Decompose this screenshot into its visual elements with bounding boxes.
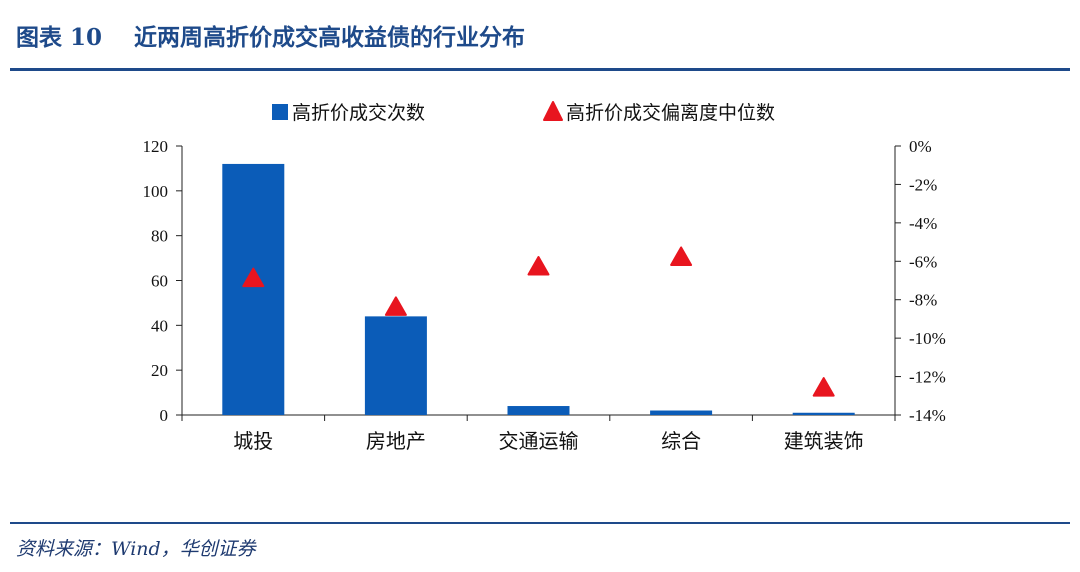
marker-point [384,296,407,316]
marker-point [242,267,265,288]
source-note: 资料来源：Wind，华创证券 [16,538,256,560]
legend-bar-label: 高折价成交次数 [292,102,425,124]
chart: 0 20 40 60 80 100 120 0% -2% -4% -6% -8% -10% -12% -14… [143,101,946,453]
right-tick-label: -8% [909,291,937,310]
legend-bar-swatch [272,104,288,120]
left-tick-label: 80 [151,227,168,246]
category-label: 城投 [233,429,273,453]
bar [364,316,427,415]
source-rule [10,522,1070,524]
category-label: 交通运输 [499,429,579,453]
category-label: 综合 [661,429,701,453]
right-tick-label: -12% [909,368,946,387]
category-label: 建筑装饰 [784,429,864,453]
marker-point [812,377,835,397]
bar [650,410,713,415]
right-tick-label: -2% [909,175,937,194]
bar [222,163,285,415]
right-tick-label: -4% [909,214,937,233]
marker-point [670,246,693,266]
bar [792,412,855,415]
category-label: 房地产 [366,429,426,453]
left-tick-label: 0 [160,406,169,425]
left-tick-label: 100 [143,182,169,201]
left-tick-label: 40 [151,316,168,335]
legend-marker-label: 高折价成交偏离度中位数 [566,102,775,124]
marker-point [527,256,550,276]
right-tick-label: -6% [909,252,937,271]
right-tick-label: 0% [909,137,932,156]
right-tick-label: -10% [909,329,946,348]
figure-title: 图表 10 近两周高折价成交高收益债的行业分布 [16,24,526,51]
left-tick-label: 120 [143,137,169,156]
right-tick-label: -14% [909,406,946,425]
left-tick-label: 60 [151,272,168,291]
left-tick-label: 20 [151,361,168,380]
legend-marker-swatch [543,101,563,121]
title-rule [10,68,1070,71]
bar [507,406,570,415]
